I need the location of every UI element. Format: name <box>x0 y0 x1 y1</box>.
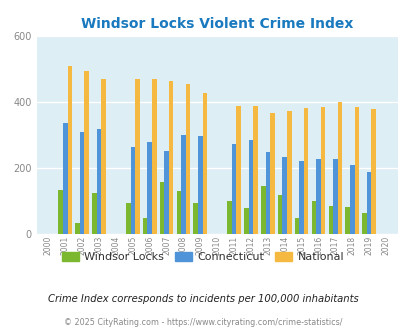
Bar <box>328 206 333 234</box>
Bar <box>168 81 173 234</box>
Bar <box>159 182 164 234</box>
Bar <box>151 79 156 234</box>
Bar <box>354 107 358 234</box>
Bar <box>277 195 282 234</box>
Bar <box>147 142 151 234</box>
Bar <box>253 106 257 234</box>
Bar <box>282 157 286 234</box>
Bar <box>366 172 371 234</box>
Bar <box>176 191 181 234</box>
Bar <box>130 147 135 234</box>
Bar <box>80 132 84 234</box>
Legend: Windsor Locks, Connecticut, National: Windsor Locks, Connecticut, National <box>57 248 348 267</box>
Bar <box>67 66 72 234</box>
Bar <box>185 84 190 234</box>
Bar <box>311 201 315 234</box>
Bar <box>349 165 354 234</box>
Bar <box>164 151 168 234</box>
Bar <box>361 213 366 234</box>
Bar <box>227 201 231 234</box>
Bar <box>101 79 106 234</box>
Text: Crime Index corresponds to incidents per 100,000 inhabitants: Crime Index corresponds to incidents per… <box>47 294 358 304</box>
Bar <box>143 218 147 234</box>
Bar <box>58 190 63 234</box>
Bar <box>320 107 324 234</box>
Bar <box>260 186 265 234</box>
Bar <box>135 79 139 234</box>
Bar <box>236 106 240 234</box>
Text: © 2025 CityRating.com - https://www.cityrating.com/crime-statistics/: © 2025 CityRating.com - https://www.city… <box>64 318 341 327</box>
Bar <box>337 102 341 234</box>
Bar <box>345 207 349 234</box>
Bar <box>371 109 375 234</box>
Bar <box>303 108 308 234</box>
Bar <box>181 135 185 234</box>
Bar <box>231 144 236 234</box>
Bar <box>63 123 67 234</box>
Bar <box>298 161 303 234</box>
Bar <box>198 136 202 234</box>
Bar <box>75 223 80 234</box>
Bar <box>294 218 298 234</box>
Bar <box>243 208 248 234</box>
Bar <box>286 111 291 234</box>
Bar <box>248 140 253 234</box>
Title: Windsor Locks Violent Crime Index: Windsor Locks Violent Crime Index <box>81 17 352 31</box>
Bar <box>126 203 130 234</box>
Bar <box>92 193 96 234</box>
Bar <box>333 159 337 234</box>
Bar <box>265 152 269 234</box>
Bar <box>315 159 320 234</box>
Bar <box>269 113 274 234</box>
Bar <box>84 71 89 234</box>
Bar <box>202 93 207 234</box>
Bar <box>193 203 198 234</box>
Bar <box>96 129 101 234</box>
